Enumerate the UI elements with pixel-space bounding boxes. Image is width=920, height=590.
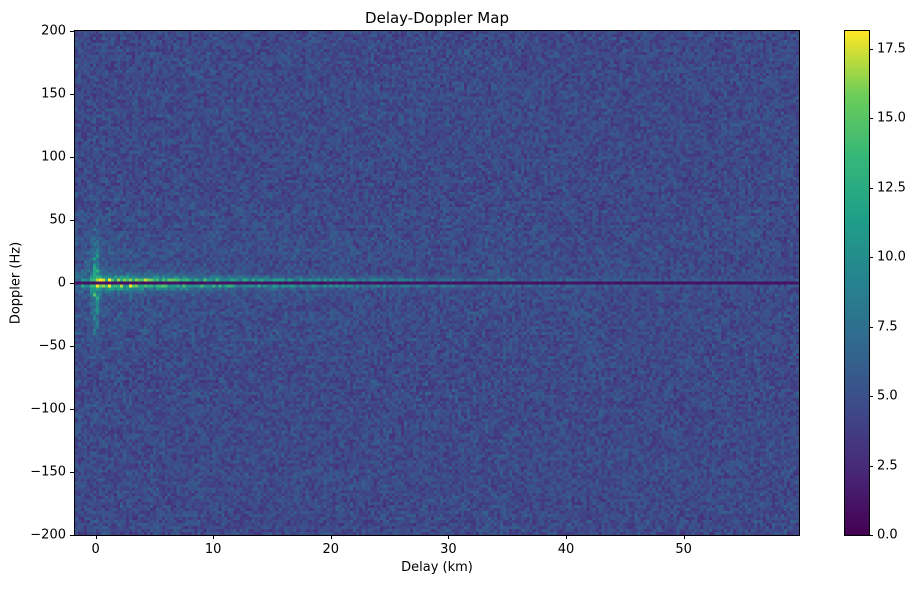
x-tick-label: 40 xyxy=(557,542,575,557)
plot-area xyxy=(74,30,800,536)
y-tick-mark xyxy=(70,346,74,347)
chart-title: Delay-Doppler Map xyxy=(365,9,509,27)
colorbar-tick-mark xyxy=(869,535,873,536)
heatmap-canvas xyxy=(75,31,799,535)
x-tick-label: 50 xyxy=(675,542,692,557)
colorbar-tick-mark xyxy=(869,396,873,398)
y-tick-mark xyxy=(70,535,74,536)
colorbar-tick-label: 15.0 xyxy=(877,110,906,126)
x-tick-mark xyxy=(213,535,215,539)
x-tick-mark xyxy=(683,535,685,539)
x-axis-label: Delay (km) xyxy=(401,560,473,575)
colorbar-tick-mark xyxy=(869,187,873,189)
x-tick-mark xyxy=(330,535,332,539)
x-tick-label: 10 xyxy=(204,542,222,557)
colorbar-gradient-canvas xyxy=(845,31,869,535)
colorbar-tick-mark xyxy=(869,326,873,328)
colorbar-tick-label: 2.5 xyxy=(877,458,898,474)
y-tick-mark xyxy=(70,409,74,410)
y-tick-label: 200 xyxy=(41,23,66,39)
colorbar-tick-mark xyxy=(869,257,873,259)
colorbar-tick-label: 10.0 xyxy=(877,249,906,265)
colorbar-tick-mark xyxy=(869,465,873,467)
x-tick-label: 0 xyxy=(91,542,100,557)
y-tick-mark xyxy=(70,220,74,221)
colorbar-tick-label: 7.5 xyxy=(877,319,898,335)
colorbar-tick-mark xyxy=(869,49,873,51)
y-tick-label: 0 xyxy=(57,275,66,291)
x-tick-label: 30 xyxy=(440,542,457,557)
colorbar-tick-mark xyxy=(869,118,873,120)
colorbar-tick-label: 5.0 xyxy=(877,388,898,404)
colorbar xyxy=(844,30,870,536)
y-tick-label: −200 xyxy=(30,527,66,543)
y-tick-label: 100 xyxy=(41,149,66,165)
x-tick-mark xyxy=(448,535,450,539)
y-tick-mark xyxy=(70,283,74,284)
y-tick-label: −150 xyxy=(30,464,66,480)
x-tick-mark xyxy=(95,535,97,539)
y-tick-mark xyxy=(70,94,74,95)
y-axis-label: Doppler (Hz) xyxy=(8,241,24,325)
y-tick-label: 50 xyxy=(49,212,66,228)
colorbar-tick-label: 12.5 xyxy=(877,180,906,196)
colorbar-tick-label: 17.5 xyxy=(877,41,906,57)
y-tick-label: −50 xyxy=(38,338,66,354)
y-tick-mark xyxy=(70,31,74,32)
x-tick-mark xyxy=(566,535,568,539)
y-tick-label: 150 xyxy=(41,86,66,102)
y-tick-mark xyxy=(70,472,74,473)
x-tick-label: 20 xyxy=(322,542,340,557)
y-tick-mark xyxy=(70,157,74,158)
y-tick-label: −100 xyxy=(30,401,66,417)
colorbar-tick-label: 0.0 xyxy=(877,527,898,543)
